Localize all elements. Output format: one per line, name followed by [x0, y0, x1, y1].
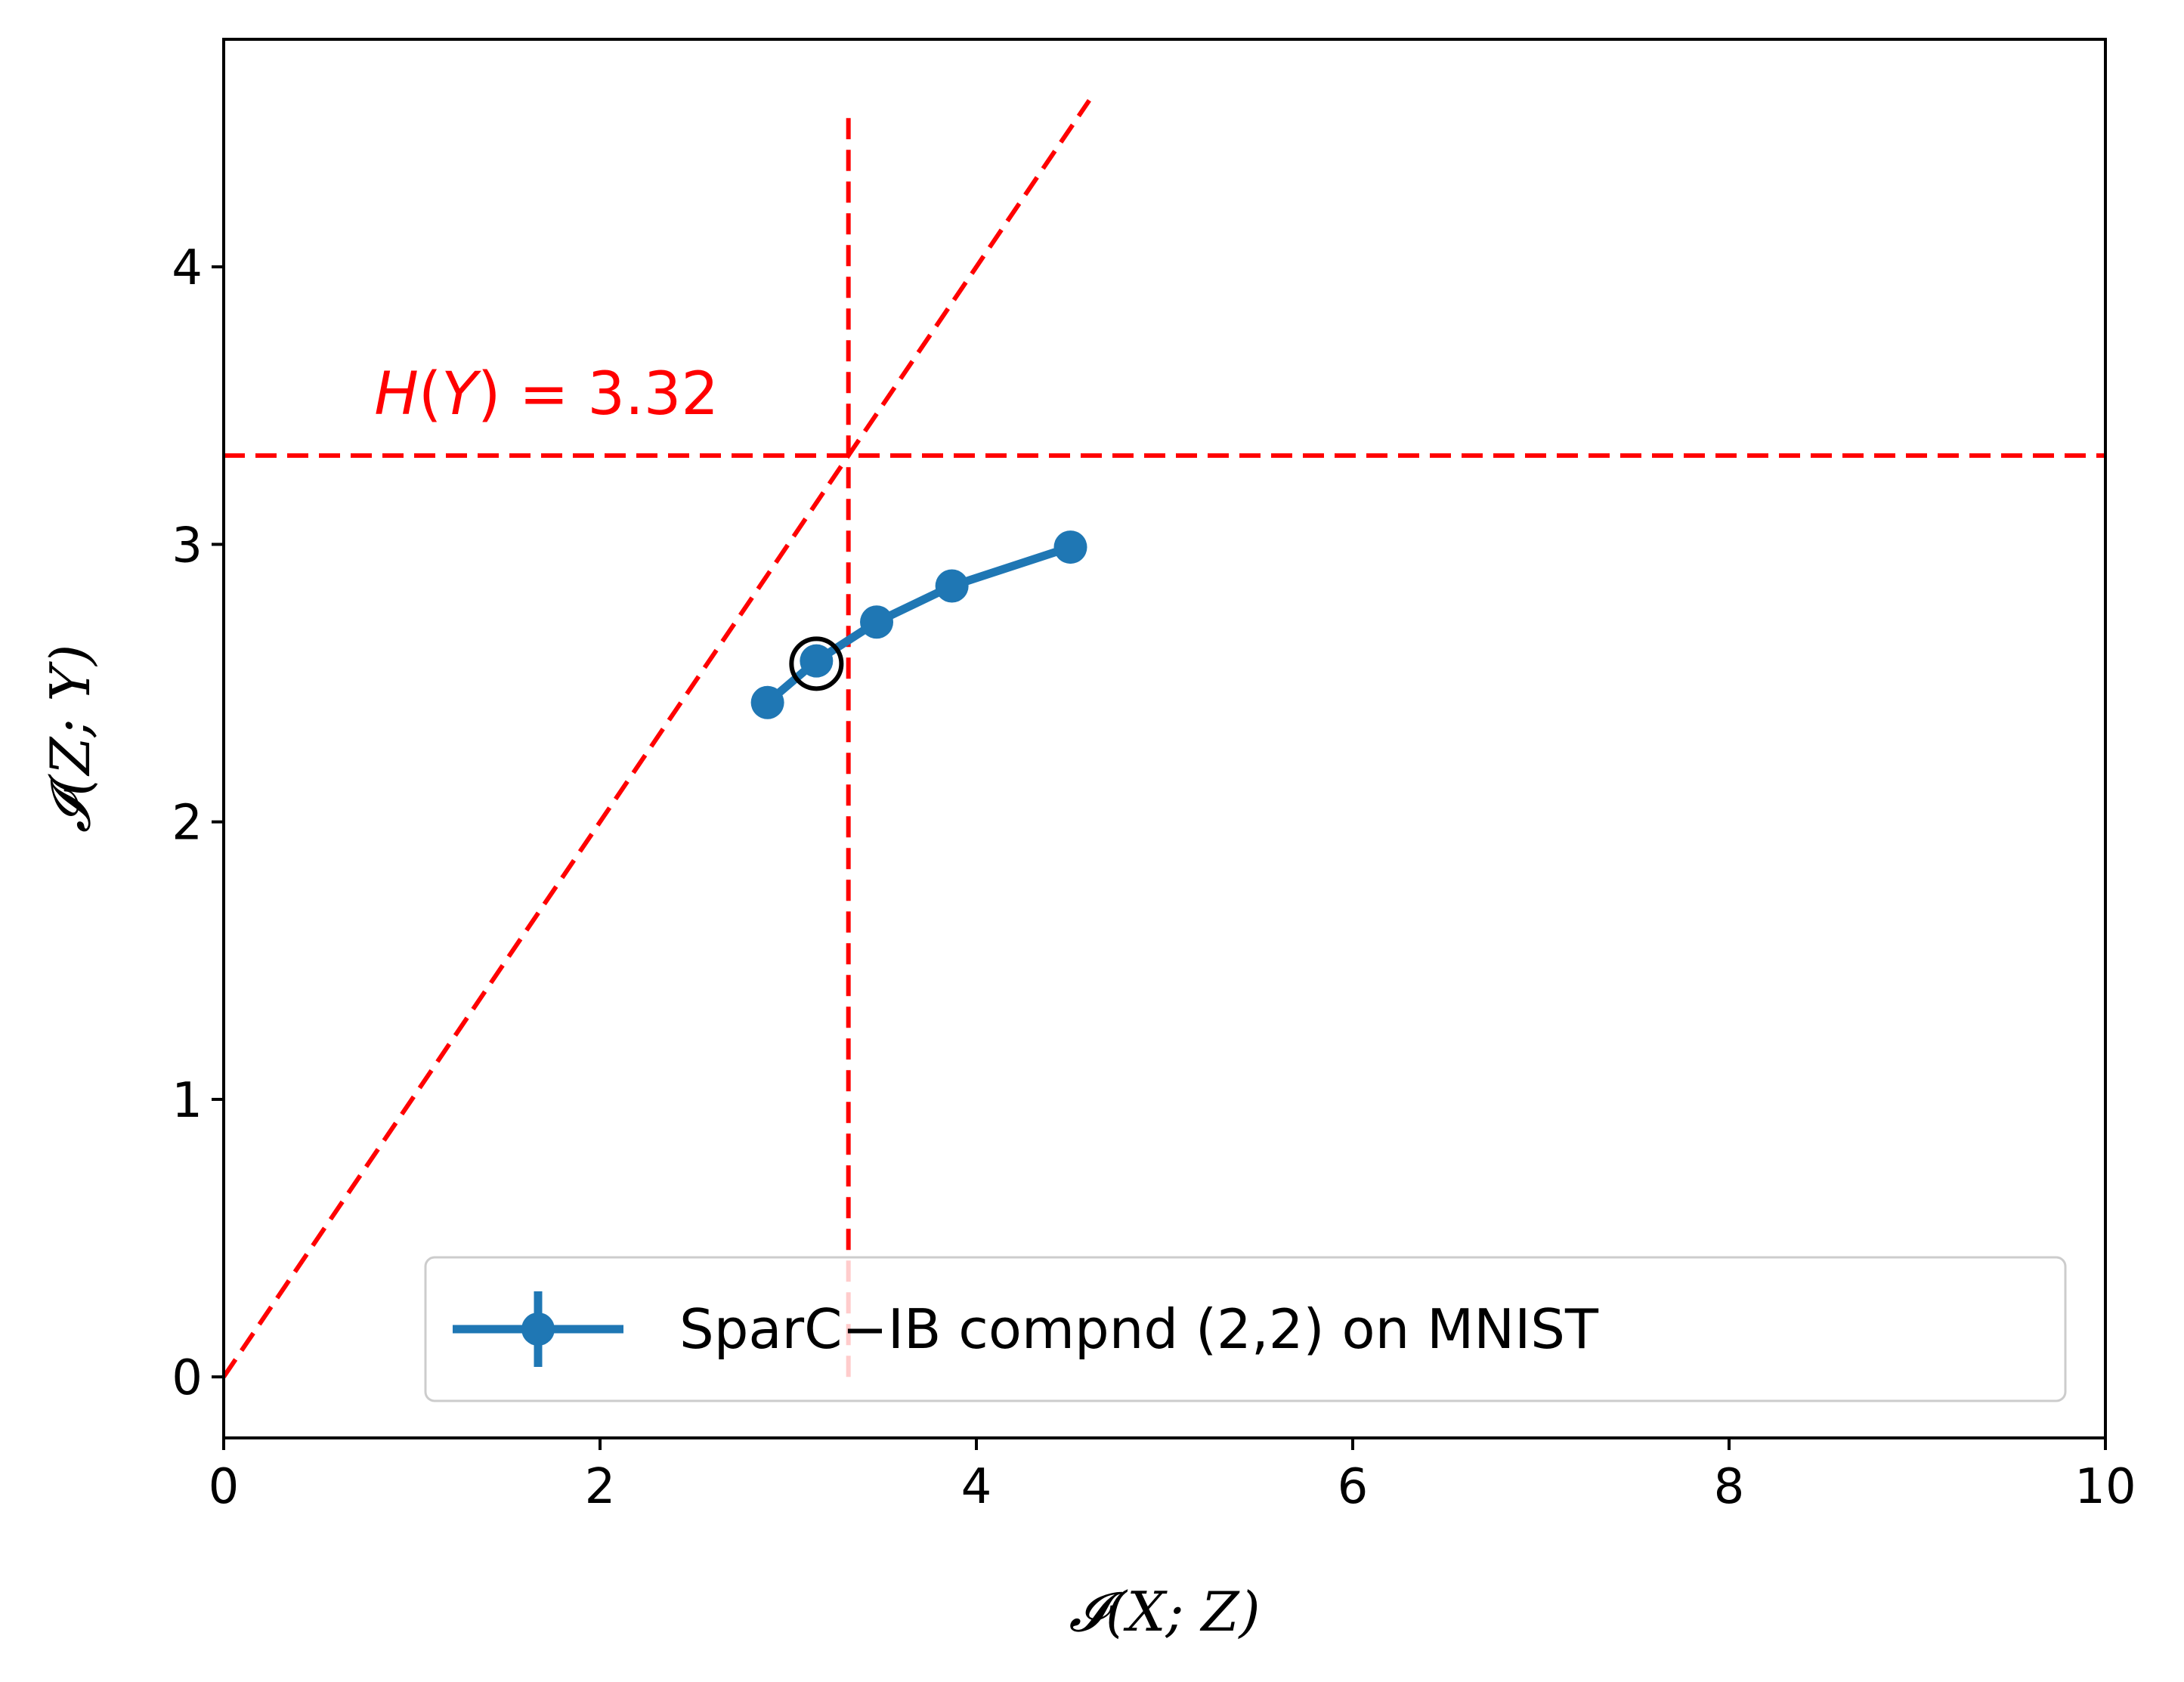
x-tick-label: 2 — [585, 1459, 616, 1515]
x-tick-label: 10 — [2074, 1459, 2136, 1515]
legend-point-marker — [521, 1313, 555, 1346]
data-point — [860, 605, 894, 639]
y-tick-label: 3 — [172, 518, 203, 574]
data-point — [800, 644, 834, 678]
diagonal-bound-line — [221, 99, 1091, 1378]
axes: 0 2 4 6 8 10 0 1 2 3 4 — [172, 38, 2136, 1515]
y-axis-label: 𝓘(Z; Y) — [39, 645, 102, 833]
data-point — [1053, 530, 1087, 564]
reference-lines — [221, 99, 2105, 1378]
y-tick-label: 4 — [172, 240, 203, 296]
legend: SparC−IB compnd (2,2) on MNIST — [424, 1256, 2067, 1402]
y-tick-label: 2 — [172, 796, 203, 852]
series-line — [763, 543, 1075, 707]
plot-frame — [222, 38, 2107, 1439]
y-tick-label: 1 — [172, 1073, 203, 1129]
y-tick-label: 0 — [172, 1350, 203, 1406]
x-tick-label: 4 — [961, 1459, 992, 1515]
data-point — [750, 685, 784, 719]
x-tick-label: 0 — [209, 1459, 240, 1515]
x-axis-label: 𝓘(X; Z) — [1069, 1580, 1260, 1643]
x-tick-label: 6 — [1338, 1459, 1369, 1515]
data-point — [935, 569, 969, 603]
series-layer — [750, 530, 1087, 719]
legend-box — [424, 1256, 2067, 1402]
entropy-annotation: H(Y) = 3.32 — [374, 360, 719, 428]
x-tick-label: 8 — [1714, 1459, 1745, 1515]
legend-label: SparC−IB compnd (2,2) on MNIST — [679, 1297, 1599, 1361]
highlight-ring — [789, 636, 844, 691]
